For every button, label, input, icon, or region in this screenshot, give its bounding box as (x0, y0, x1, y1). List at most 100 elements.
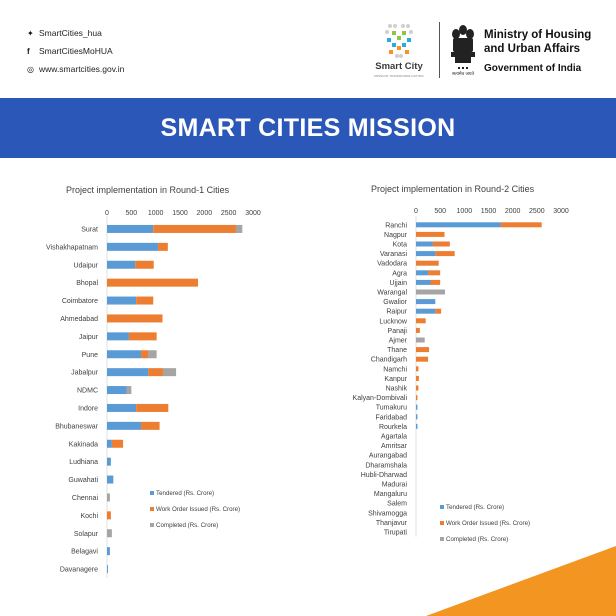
x-tick-label: 2500 (529, 208, 545, 215)
category-label: Tirupati (384, 530, 408, 537)
bar-segment-work-order (416, 327, 420, 333)
bar-segment-work-order (136, 403, 169, 412)
category-label: Gwalior (383, 299, 407, 306)
category-label: Salem (387, 501, 407, 508)
ministry-line-1: Ministry of Housing (484, 29, 592, 41)
bar-segment-tendered (107, 242, 159, 251)
smart-city-logo: Smart City MISSION TRANSFORM-NATION (368, 18, 430, 84)
category-label: Pune (82, 352, 98, 359)
category-label: Kakinada (69, 441, 98, 448)
ministry-line-2: and Urban Affairs (484, 43, 581, 55)
category-label: Nagpur (384, 232, 408, 239)
bar-segment-tendered (107, 260, 136, 269)
bar-segment-tendered (107, 224, 154, 233)
category-label: Indore (78, 405, 98, 412)
round1-chart: Project implementation in Round-1 Cities… (46, 185, 261, 578)
government-of-india: Government of India (484, 63, 582, 74)
smart-city-logo-title: Smart City (375, 61, 423, 72)
category-label: Vadodara (377, 261, 407, 268)
x-tick-label: 1500 (172, 210, 188, 217)
bar-segment-work-order (435, 251, 455, 257)
banner-title: SMART CITIES MISSION (160, 114, 456, 142)
bar-segment-work-order (416, 375, 419, 381)
category-label: Rourkela (379, 424, 407, 431)
social-link-facebook[interactable]: f SmartCitiesMoHUA (27, 42, 124, 60)
bar-segment-work-order (141, 350, 149, 359)
bar-segment-completed (416, 289, 445, 295)
bar-segment-work-order (416, 366, 419, 372)
bar-segment-work-order (136, 296, 154, 305)
bar-segment-tendered (416, 279, 431, 285)
category-label: Guwahati (68, 477, 98, 484)
category-label: Davanagere (60, 567, 98, 574)
category-label: Panaji (388, 328, 408, 335)
bar-segment-tendered (416, 241, 433, 247)
category-label: Thanjavur (376, 520, 408, 527)
bar-segment-tendered (416, 414, 418, 420)
bar-segment-work-order (141, 421, 160, 430)
category-label: Ludhiana (69, 459, 98, 466)
smart-city-logo-icon (385, 24, 413, 58)
category-label: Madurai (382, 482, 408, 489)
category-label: Ujjain (389, 280, 407, 287)
bar-segment-completed (416, 337, 425, 343)
legend-label: Work Order Issued (Rs. Crore) (446, 520, 530, 527)
legend-swatch-tendered (440, 505, 444, 509)
category-label: Coimbatore (62, 298, 98, 305)
bar-segment-work-order (111, 439, 124, 448)
category-label: Chandigarh (371, 357, 407, 364)
smart-city-logo-tagline: MISSION TRANSFORM-NATION (374, 74, 424, 78)
category-label: Chennai (72, 495, 99, 502)
bar-segment-work-order (107, 314, 163, 323)
social-link-website[interactable]: ◎ www.smartcities.gov.in (27, 60, 124, 78)
category-label: Vishakhapatnam (46, 244, 98, 251)
category-label: Namchi (383, 366, 407, 373)
bar-segment-tendered (107, 475, 114, 484)
bar-segment-tendered (107, 403, 137, 412)
bar-segment-work-order (416, 395, 418, 401)
category-label: Dharamshala (365, 462, 407, 469)
national-emblem-icon: सत्यमेव जयते (451, 25, 475, 77)
category-label: Shivamogga (368, 510, 407, 517)
legend-label: Completed (Rs. Crore) (446, 536, 508, 543)
bar-segment-tendered (107, 332, 129, 341)
x-tick-label: 1500 (481, 208, 497, 215)
category-label: Kanpur (384, 376, 407, 383)
x-tick-label: 0 (105, 210, 109, 217)
bar-segment-work-order (158, 242, 168, 251)
category-label: Jabalpur (71, 370, 99, 377)
social-links: ✦ SmartCities_hua f SmartCitiesMoHUA ◎ w… (27, 24, 124, 78)
bar-segment-work-order (416, 318, 426, 324)
website-url: www.smartcities.gov.in (39, 64, 125, 74)
legend-label: Tendered (Rs. Crore) (156, 490, 214, 497)
bar-segment-completed (162, 368, 177, 377)
category-label: Varanasi (380, 251, 408, 258)
chart-title: Project implementation in Round-1 Cities (66, 185, 230, 195)
bar-segment-tendered (107, 457, 111, 466)
banner: SMART CITIES MISSION (0, 98, 616, 158)
web-icon: ◎ (27, 64, 34, 74)
legend-label: Work Order Issued (Rs. Crore) (156, 506, 240, 513)
bar-segment-work-order (435, 308, 442, 314)
social-link-twitter[interactable]: ✦ SmartCities_hua (27, 24, 124, 42)
category-label: Aurangabad (369, 453, 407, 460)
bar-segment-work-order (107, 278, 199, 287)
bar-segment-work-order (148, 368, 163, 377)
category-label: Amritsar (381, 443, 408, 450)
bar-segment-completed (148, 350, 157, 359)
bar-segment-work-order (500, 222, 542, 228)
category-label: Bhopal (76, 280, 98, 287)
bar-segment-work-order (416, 385, 419, 391)
bar-segment-tendered (107, 421, 142, 430)
category-label: Ahmedabad (60, 316, 98, 323)
category-label: Kochi (80, 513, 98, 520)
bar-segment-tendered (416, 404, 418, 410)
bar-segment-work-order (153, 224, 236, 233)
bar-segment-work-order (416, 260, 439, 266)
corner-accent (426, 546, 616, 616)
twitter-handle: SmartCities_hua (39, 28, 102, 38)
x-tick-label: 500 (125, 210, 137, 217)
bar-segment-work-order (416, 347, 430, 353)
legend-swatch-work-order (440, 521, 444, 525)
